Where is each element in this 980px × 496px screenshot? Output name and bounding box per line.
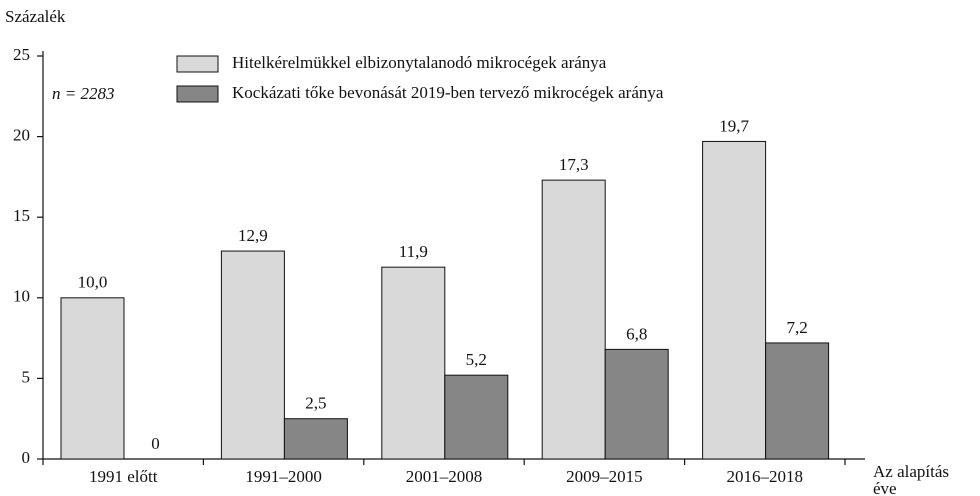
y-tick-label: 10 [13,287,30,306]
y-tick-label: 15 [13,206,30,225]
x-tick-label: 1991 előtt [89,467,158,486]
x-tick-label: 2016–2018 [727,467,804,486]
bar [604,348,669,460]
value-label: 0 [151,434,160,453]
value-label: 10,0 [78,273,108,292]
value-label: 19,7 [719,116,749,135]
value-label: 11,9 [399,242,428,261]
x-tick-label: 2001–2008 [406,467,483,486]
x-tick-label: 2009–2015 [566,467,643,486]
bar [541,179,606,460]
annotation: n = 2283 [52,84,114,103]
legend-swatch [176,85,219,103]
x-axis-label: Az alapítás [873,462,949,481]
value-label: 17,3 [559,155,589,174]
y-tick-label: 0 [22,448,31,467]
bar [444,374,509,460]
value-label: 6,8 [626,324,647,343]
value-label: 12,9 [238,226,268,245]
y-tick-label: 5 [22,367,31,386]
legend-label: Hitelkérelmükkel elbizonytalanodó mikroc… [232,53,607,72]
bar [702,140,767,460]
bar [283,418,348,460]
x-tick-label: 1991–2000 [245,467,322,486]
value-label: 7,2 [786,318,807,337]
bar [765,342,830,460]
legend-swatch [176,55,219,73]
value-label: 5,2 [466,350,487,369]
bar [60,297,125,460]
y-tick-label: 20 [13,126,30,145]
legend-label: Kockázati tőke bevonását 2019-ben tervez… [232,83,664,102]
y-axis-label: Százalék [5,7,66,26]
value-label: 2,5 [305,394,326,413]
bar [220,250,285,460]
y-tick-label: 25 [13,45,30,64]
x-axis-label: éve [873,479,897,496]
bar [381,266,446,460]
